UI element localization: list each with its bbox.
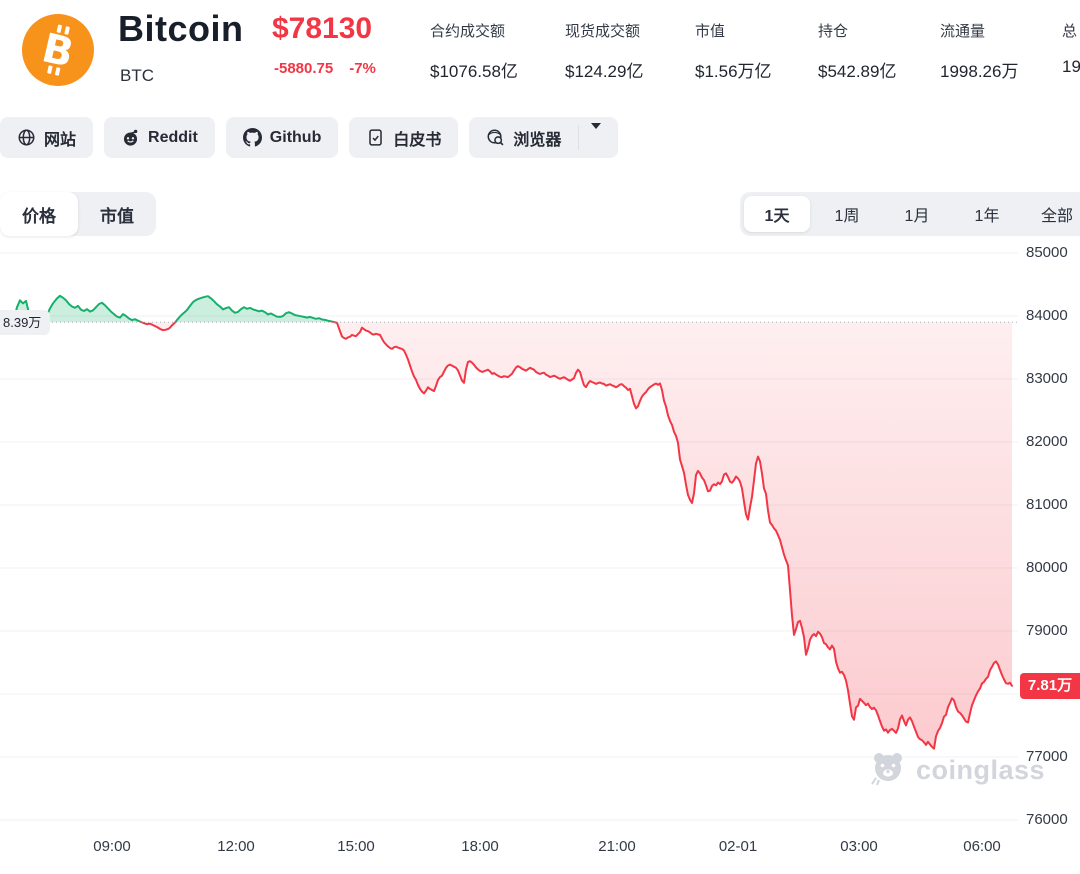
github-icon [242, 128, 262, 147]
y-axis-label-77000: 77000 [1026, 748, 1068, 765]
timeframe-selector: 1天 1周 1月 1年 全部 [740, 192, 1080, 236]
website-label: 网站 [44, 131, 77, 149]
price-chart[interactable] [0, 245, 1080, 825]
y-axis-label-76000: 76000 [1026, 811, 1068, 828]
stat-label: 市值 [695, 23, 726, 40]
coin-stats: 合约成交额 $1076.58亿 现货成交额 $124.29亿 市值 $1.56万亿 持仓 $5… [430, 20, 1080, 82]
x-axis-label-18:00: 18:00 [461, 838, 499, 855]
stat-value: 1998.26万 [940, 62, 1019, 81]
coinglass-watermark-text: coinglass [916, 755, 1046, 785]
whitepaper-button[interactable]: 白皮书 [349, 117, 459, 158]
coin-name: Bitcoin [118, 8, 244, 49]
coin-price: $78130 [272, 12, 373, 45]
github-button[interactable]: Github [225, 117, 339, 158]
tab-价格[interactable]: 价格 [0, 192, 78, 236]
chevron-down-icon[interactable] [591, 122, 602, 147]
reddit-label: Reddit [148, 128, 198, 146]
x-axis-label-02-01: 02-01 [718, 838, 758, 855]
stat-label: 持仓 [818, 23, 849, 40]
y-axis-label-83000: 83000 [1026, 370, 1068, 387]
stat-col-0: 合约成交额 $1076.58亿 [430, 20, 565, 82]
github-label: Github [269, 128, 322, 146]
price-change-absolute: -5880.75 [274, 60, 334, 77]
y-axis-label-81000: 81000 [1026, 496, 1068, 513]
bitcoin-logo-icon: B [22, 14, 94, 86]
document-check-icon [366, 128, 385, 147]
stat-col-5: 总 19 [1062, 20, 1080, 82]
current-price-badge: 7.81万 [1020, 673, 1080, 699]
stat-label: 总 [1062, 23, 1078, 40]
reddit-icon [121, 128, 140, 147]
y-axis-label-85000: 85000 [1026, 244, 1068, 261]
tab-市值[interactable]: 市值 [100, 206, 134, 226]
baseline-price-label: 8.39万 [0, 310, 51, 335]
chart-type-tabs: 价格 市值 [0, 192, 156, 236]
y-axis-label-80000: 80000 [1026, 559, 1068, 576]
y-axis-label-82000: 82000 [1026, 433, 1068, 450]
price-line-down-segment [139, 322, 1013, 750]
x-axis-label-21:00: 21:00 [598, 838, 636, 855]
explorer-search-icon [486, 128, 505, 147]
x-axis-label-06:00: 06:00 [963, 838, 1001, 855]
external-links-bar: 网站 Reddit Github [0, 117, 619, 158]
stat-value: $542.89亿 [818, 62, 897, 81]
price-change: -5880.75 -7% [274, 60, 376, 77]
x-axis-label-09:00: 09:00 [93, 838, 131, 855]
website-button[interactable]: 网站 [0, 117, 94, 158]
timeframe-全部[interactable]: 全部 [1040, 208, 1073, 225]
stat-col-2: 市值 $1.56万亿 [695, 20, 818, 82]
x-axis-label-03:00: 03:00 [840, 838, 878, 855]
timeframe-1月[interactable]: 1月 [904, 208, 930, 225]
y-axis-label-79000: 79000 [1026, 622, 1068, 639]
price-change-percent: -7% [349, 60, 376, 77]
explorer-divider [578, 125, 580, 150]
timeframe-1天[interactable]: 1天 [744, 196, 810, 232]
explorer-button[interactable]: 浏览器 [469, 117, 619, 158]
stat-value: $1076.58亿 [430, 62, 518, 81]
y-axis-label-84000: 84000 [1026, 307, 1068, 324]
x-axis-label-12:00: 12:00 [217, 838, 255, 855]
timeframe-1年[interactable]: 1年 [974, 208, 1000, 225]
stat-col-1: 现货成交额 $124.29亿 [565, 20, 695, 82]
stat-value: $124.29亿 [565, 62, 644, 81]
timeframe-1周[interactable]: 1周 [834, 208, 860, 225]
x-axis-label-15:00: 15:00 [337, 838, 375, 855]
area-fill-above-baseline [14, 295, 1012, 323]
whitepaper-label: 白皮书 [393, 131, 442, 149]
coinglass-bear-icon [868, 748, 908, 793]
stat-value: $1.56万亿 [695, 62, 772, 81]
stat-col-4: 流通量 1998.26万 [940, 20, 1062, 82]
area-fill-below-baseline [141, 322, 1012, 749]
globe-icon [17, 128, 36, 147]
explorer-label: 浏览器 [513, 131, 562, 149]
coin-symbol: BTC [120, 66, 154, 85]
reddit-button[interactable]: Reddit [104, 117, 215, 158]
stat-label: 合约成交额 [430, 23, 506, 40]
stat-value: 19 [1062, 57, 1080, 76]
stat-label: 现货成交额 [565, 23, 641, 40]
stat-col-3: 持仓 $542.89亿 [818, 20, 940, 82]
price-line-up-segment [13, 294, 338, 323]
coinglass-watermark: coinglass [868, 748, 1045, 793]
stat-label: 流通量 [940, 23, 986, 40]
